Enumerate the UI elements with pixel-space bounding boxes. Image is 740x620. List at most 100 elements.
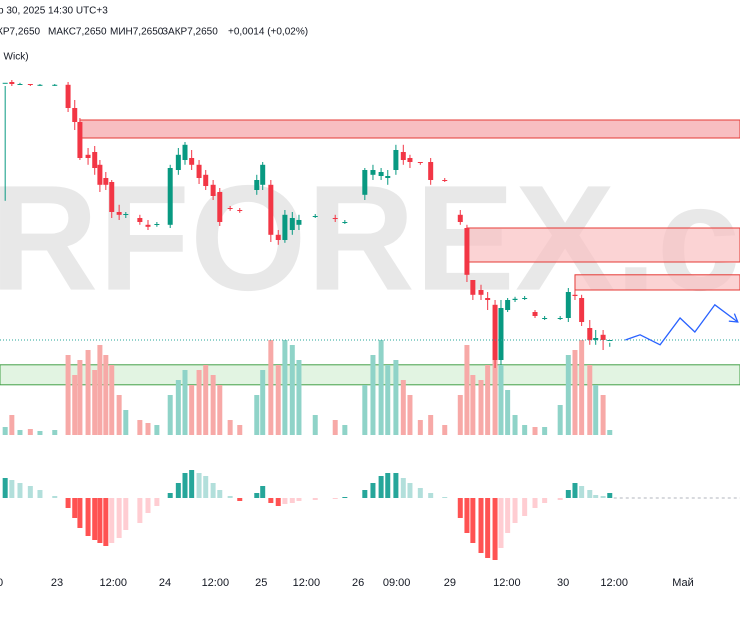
candle-body [275, 234, 281, 240]
volume-bar [27, 429, 33, 435]
volume-bar [378, 340, 384, 435]
candle-body [17, 84, 23, 85]
candle-body [167, 168, 173, 225]
candle-body [378, 172, 384, 176]
oscillator-bar [175, 483, 181, 498]
oscillator-bar [428, 493, 434, 498]
candle-body [77, 122, 83, 158]
candle-body [27, 84, 33, 85]
candle-body [485, 298, 491, 300]
oscillator-bar [52, 496, 58, 498]
oscillator-bar [72, 498, 78, 518]
oscillator-bar [587, 490, 593, 498]
oscillator-bar [196, 473, 202, 498]
oscillator-bar [116, 498, 122, 538]
header-date: р 30, 2025 14:30 UTC+3 [0, 6, 108, 17]
candle-body [182, 144, 188, 160]
oscillator-bar [227, 496, 233, 498]
oscillator-bar [217, 490, 223, 498]
volume-bar [123, 410, 129, 435]
oscillator-bar [393, 473, 399, 498]
candle-body [97, 164, 103, 185]
volume-bar [72, 375, 78, 435]
candle-body [268, 184, 274, 235]
candle-body [109, 182, 115, 212]
volume-bar [203, 365, 209, 435]
volume-bar [175, 380, 181, 435]
volume-bar [522, 425, 528, 435]
x-tick-label: 30 [557, 577, 569, 589]
volume-bar [457, 395, 463, 435]
volume-bar [97, 345, 103, 435]
candle-body [362, 170, 368, 195]
candle-body [196, 164, 202, 178]
price-zone [574, 274, 740, 291]
x-tick-label: 12:00 [493, 577, 521, 589]
oscillator-bar [154, 498, 160, 506]
candle-body [542, 318, 548, 319]
oscillator-bar [37, 490, 43, 498]
volume-bar [393, 360, 399, 435]
oscillator-bar [296, 498, 302, 501]
x-tick-label: Май [672, 577, 694, 589]
volume-bar [442, 425, 448, 435]
volume-bar [464, 345, 470, 435]
candle-body [478, 290, 484, 295]
volume-bar [116, 395, 122, 435]
volume-bar [587, 365, 593, 435]
oscillator-bar [27, 486, 33, 498]
oscillator-bar [492, 498, 498, 560]
volume-bar [189, 385, 195, 435]
oscillator-bar [557, 498, 563, 500]
oscillator-bar [572, 483, 578, 498]
x-tick-label: 0 [0, 577, 3, 589]
volume-bar [400, 380, 406, 435]
candle-body [522, 298, 528, 299]
oscillator-bar [103, 498, 109, 546]
volume-bar [593, 385, 599, 435]
oscillator-bar [407, 483, 413, 498]
header-change: +0,0014 (+0,02%) [228, 27, 308, 38]
x-tick-label: 29 [444, 577, 456, 589]
oscillator-bar [275, 498, 281, 506]
candle-body [565, 292, 571, 318]
header-indicator: , Wick) [0, 52, 29, 63]
price-zone [79, 119, 740, 139]
oscillator-bar [17, 483, 23, 498]
candle-body [103, 178, 109, 185]
oscillator-bar [565, 490, 571, 498]
oscillator-bar [254, 493, 260, 498]
oscillator-bar [470, 498, 476, 543]
candle-body [289, 218, 295, 230]
candle-body [312, 216, 318, 217]
volume-bar [210, 375, 216, 435]
candle-body [92, 152, 98, 168]
plot-layer [0, 80, 740, 560]
volume-bar [600, 395, 606, 435]
oscillator-bar [137, 498, 143, 523]
x-tick-label: 12:00 [600, 577, 628, 589]
candle-body [189, 158, 195, 165]
candle-body [498, 308, 504, 360]
oscillator-bar [400, 478, 406, 498]
oscillator-bar [9, 480, 15, 498]
candle-body [407, 158, 413, 162]
volume-bar [282, 340, 288, 435]
candle-body [72, 108, 78, 122]
volume-bar [478, 380, 484, 435]
oscillator-bar [77, 498, 83, 528]
candle-body [557, 318, 563, 319]
candle-body [464, 228, 470, 275]
oscillator-bar [498, 498, 504, 548]
candle-body [512, 298, 518, 300]
candle-body [210, 184, 216, 196]
oscillator-bar [167, 493, 173, 498]
candle-body [457, 214, 463, 222]
candle-body [123, 214, 129, 215]
oscillator-bar [109, 498, 115, 543]
volume-bar [103, 355, 109, 435]
oscillator-bar [237, 498, 243, 501]
oscillator-bar [579, 486, 585, 498]
volume-bar [65, 355, 71, 435]
candle-body [9, 82, 15, 84]
